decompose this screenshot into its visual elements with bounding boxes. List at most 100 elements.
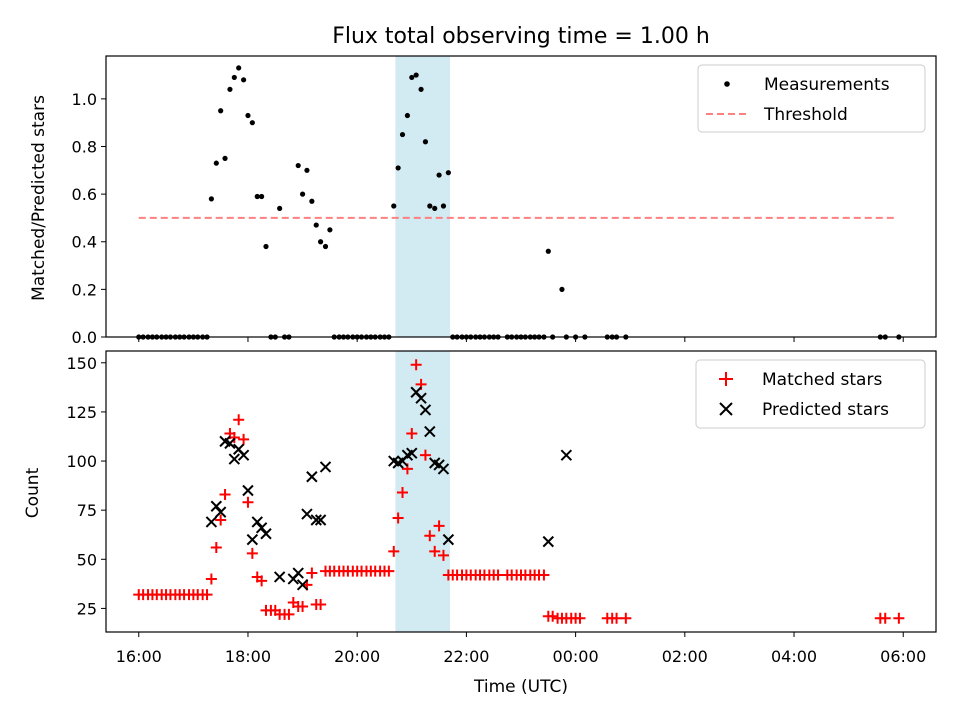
bottom-xtick-label: 00:00: [553, 647, 599, 666]
measurement-point: [327, 227, 333, 233]
top-axes-frame: [105, 55, 937, 338]
legend-predicted-marker: [719, 402, 733, 416]
predicted-star-point: [205, 516, 218, 528]
matched-star-point: [242, 496, 254, 508]
measurement-point: [236, 65, 242, 71]
measurement-point: [399, 131, 406, 138]
matched-star-point: [893, 612, 905, 624]
matched-star-point: [315, 598, 327, 610]
predicted-star-point: [214, 506, 227, 518]
top-ytick-label: 0.6: [72, 185, 97, 204]
predicted-star-point: [301, 508, 313, 520]
bottom-xtick-label: 06:00: [880, 647, 926, 666]
measurement-point: [254, 193, 260, 200]
predicted-star-point: [273, 571, 286, 583]
measurement-point: [295, 162, 301, 169]
bottom-ytick-label: 150: [66, 354, 97, 373]
bottom-xtick-label: 02:00: [662, 647, 708, 666]
legend-threshold-label: Threshold: [763, 105, 848, 125]
measurement-point: [418, 86, 424, 92]
predicted-star-point: [437, 463, 450, 475]
measurement-point: [559, 286, 565, 292]
matched-star-point: [574, 612, 586, 624]
measurement-point: [249, 120, 255, 126]
matched-star-point: [433, 520, 445, 532]
legend-measurements-marker: [724, 81, 730, 87]
matched-star-point: [538, 569, 550, 581]
matched-star-point: [215, 514, 227, 526]
measurement-point: [440, 203, 447, 209]
predicted-star-point: [237, 449, 250, 461]
matched-star-point: [201, 589, 213, 601]
matched-star-point: [388, 545, 400, 557]
bottom-legend: Matched stars Predicted stars: [695, 359, 926, 429]
bottom-ytick-label: 100: [66, 452, 97, 471]
matched-star-point: [392, 512, 404, 524]
legend-predicted-label: Predicted stars: [762, 400, 889, 420]
predicted-star-point: [310, 514, 322, 526]
predicted-star-point: [560, 449, 573, 461]
bottom-xtick-label: 16:00: [116, 647, 162, 666]
top-plot: Matched/Predicted stars 0.0 0.2 0.4 0.6 0.8 1…: [29, 55, 937, 347]
bottom-xtick-label: 04:00: [771, 647, 817, 666]
matched-star-point: [219, 488, 231, 500]
measurement-point: [445, 170, 451, 176]
matched-star-point: [492, 569, 504, 581]
predicted-star-point: [251, 516, 263, 528]
predicted-star-point: [314, 514, 327, 526]
matched-star-point: [424, 530, 436, 542]
measurement-point: [309, 198, 315, 204]
measurement-point: [322, 243, 329, 250]
predicted-star-point: [406, 447, 418, 459]
measurement-point: [218, 108, 224, 114]
top-ytick-label: 0.4: [72, 233, 97, 252]
matched-star-point: [283, 608, 295, 620]
measurement-point: [422, 139, 429, 145]
measurement-point: [227, 86, 233, 92]
matched-star-point: [611, 612, 623, 624]
predicted-star-point: [210, 500, 223, 512]
bottom-ylabel: Count: [23, 467, 43, 518]
bottom-ytick-label: 50: [77, 550, 97, 569]
matched-star-point: [233, 414, 245, 426]
matched-star-point: [406, 428, 418, 440]
measurement-point: [391, 203, 397, 209]
measurement-point: [304, 167, 310, 173]
measurement-point: [436, 172, 442, 178]
top-legend: Measurements Threshold: [697, 64, 926, 133]
top-ytick-label: 1.0: [72, 90, 97, 109]
measurement-point: [413, 72, 419, 78]
predicted-star-point: [424, 425, 436, 438]
bottom-axes-frame: [105, 350, 937, 633]
matched-star-point: [238, 433, 250, 445]
measurement-point: [317, 239, 324, 245]
predicted-star-point: [260, 528, 272, 540]
predicted-star-point: [306, 471, 318, 483]
bottom-plot: Count Time (UTC) 25 50 75 100 125 150 16:00 18:…: [23, 350, 937, 697]
bottom-xtick-label: 22:00: [443, 647, 489, 666]
predicted-star-point: [296, 579, 309, 591]
matched-star-point: [383, 565, 395, 577]
predicted-star-point: [242, 484, 254, 497]
top-ylabel: Matched/Predicted stars: [29, 95, 49, 301]
legend-matched-marker: [719, 372, 733, 386]
bottom-xlabel: Time (UTC): [473, 677, 568, 697]
matched-star-point: [297, 600, 309, 612]
top-shaded-span: [395, 56, 451, 337]
matched-star-point: [419, 449, 431, 461]
predicted-star-point: [415, 392, 427, 404]
measurement-point: [277, 205, 283, 212]
measurement-point: [545, 248, 551, 254]
predicted-star-point: [246, 533, 259, 546]
bottom-ytick-label: 25: [77, 599, 97, 618]
predicted-star-point: [442, 533, 455, 546]
matched-star-point: [620, 612, 632, 624]
measurement-point: [395, 165, 401, 171]
matched-star-point: [429, 545, 441, 557]
measurement-point: [409, 74, 415, 81]
measurement-point: [299, 191, 306, 197]
predicted-star-point: [255, 522, 268, 534]
matched-star-point: [210, 542, 222, 554]
predicted-star-point: [419, 404, 432, 416]
